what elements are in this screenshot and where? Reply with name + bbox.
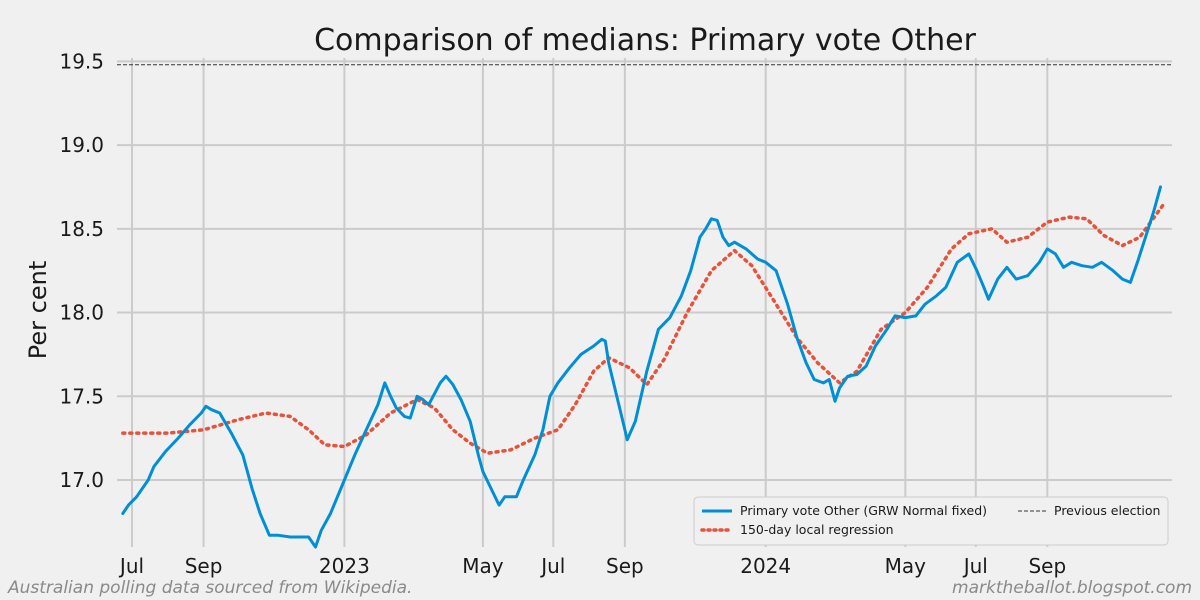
- y-tick-label: 17.5: [59, 384, 104, 408]
- x-tick-label: Sep: [185, 554, 223, 578]
- y-tick-labels: 17.0 17.5 18.0 18.5 19.0 19.5: [59, 49, 104, 492]
- x-tick-labels: Jul Sep 2023 May Jul Sep 2024 May Jul Sep: [118, 554, 1066, 578]
- y-tick-label: 18.0: [59, 301, 104, 325]
- y-tick-label: 17.0: [59, 468, 104, 492]
- x-tick-label: Sep: [1028, 554, 1066, 578]
- chart-title: Comparison of medians: Primary vote Othe…: [314, 23, 977, 58]
- y-tick-label: 19.5: [59, 49, 104, 73]
- x-tick-label: Jul: [118, 554, 144, 578]
- legend-box: [693, 496, 1169, 546]
- legend-label-loess: 150-day local regression: [740, 522, 894, 537]
- footer-site: marktheballot.blogspot.com: [952, 578, 1192, 598]
- legend-label-grw: Primary vote Other (GRW Normal fixed): [740, 503, 987, 518]
- series-group: [121, 185, 1165, 549]
- legend: Primary vote Other (GRW Normal fixed) 15…: [693, 496, 1169, 546]
- x-tick-label: 2024: [740, 554, 791, 578]
- x-tick-label: May: [462, 554, 504, 578]
- x-tick-label: Sep: [606, 554, 644, 578]
- grid-lines: [117, 58, 1172, 547]
- loess-regression-line: [121, 203, 1165, 455]
- legend-label-election: Previous election: [1054, 503, 1160, 518]
- x-tick-label: 2023: [319, 554, 370, 578]
- x-tick-label: May: [885, 554, 927, 578]
- primary-vote-other-line: [121, 185, 1162, 549]
- footer-source: Australian polling data sourced from Wik…: [7, 578, 412, 598]
- y-axis-label: Per cent: [24, 261, 52, 359]
- y-tick-label: 18.5: [59, 217, 104, 241]
- x-tick-label: Jul: [962, 554, 988, 578]
- y-tick-label: 19.0: [59, 133, 104, 157]
- x-tick-label: Jul: [539, 554, 565, 578]
